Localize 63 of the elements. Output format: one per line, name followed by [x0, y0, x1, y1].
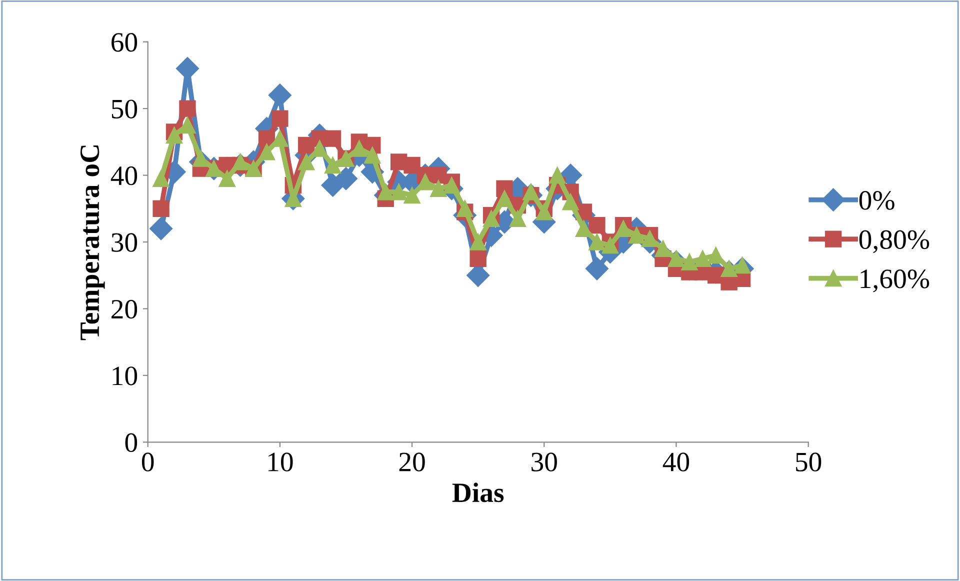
point: [720, 260, 738, 278]
point: [232, 154, 249, 170]
x-tick-label: 50: [796, 452, 822, 472]
point: [179, 116, 196, 134]
y-tick-label: 40: [110, 166, 138, 186]
y-tick-label: 10: [112, 366, 138, 386]
point: [482, 210, 500, 227]
point: [258, 130, 276, 147]
x-tick-label: 30: [532, 452, 557, 472]
point: [562, 194, 579, 210]
y-tick-label: 30: [112, 233, 138, 252]
x-tick-label: 0: [142, 452, 154, 472]
point: [350, 140, 368, 157]
legend-label: 1,60%: [860, 270, 930, 292]
point: [272, 110, 288, 127]
point: [443, 176, 460, 194]
y-tick-label: 50: [112, 100, 138, 118]
point: [694, 250, 711, 267]
legend-label: 0,80%: [859, 230, 930, 254]
point: [150, 217, 173, 240]
y-tick-label: 60: [112, 32, 138, 52]
point: [152, 170, 170, 187]
x-axis-title: Dias: [452, 482, 504, 502]
x-tick-label: 20: [399, 452, 425, 472]
point: [324, 156, 342, 174]
x-tick-label: 10: [268, 452, 293, 472]
point: [470, 250, 486, 267]
point: [430, 180, 447, 197]
y-tick-label: 0: [125, 433, 138, 452]
point: [588, 234, 606, 250]
point: [681, 254, 698, 270]
point: [654, 240, 672, 257]
point: [166, 126, 183, 144]
y-tick-label: 20: [112, 300, 138, 319]
point: [734, 257, 751, 274]
point: [456, 200, 474, 217]
point: [470, 234, 486, 250]
point: [404, 186, 420, 204]
point: [549, 166, 566, 184]
point: [324, 130, 342, 147]
point: [588, 216, 606, 234]
point: [615, 220, 632, 237]
point: [152, 200, 170, 217]
point: [668, 250, 685, 267]
point: [364, 146, 381, 164]
point: [404, 156, 420, 174]
point: [585, 257, 608, 280]
point: [536, 204, 552, 220]
point: [334, 167, 358, 190]
legend-label: 0%: [859, 191, 894, 210]
point: [602, 236, 619, 254]
point: [390, 184, 408, 200]
point: [496, 190, 513, 207]
x-tick-label: 40: [662, 452, 690, 472]
point: [179, 100, 196, 117]
point: [377, 184, 394, 200]
y-axis-title: Temperatura oC: [80, 145, 105, 340]
point: [641, 230, 658, 247]
point: [509, 210, 526, 227]
point: [218, 170, 236, 187]
point: [258, 144, 276, 160]
point: [268, 84, 292, 107]
point: [192, 150, 210, 167]
